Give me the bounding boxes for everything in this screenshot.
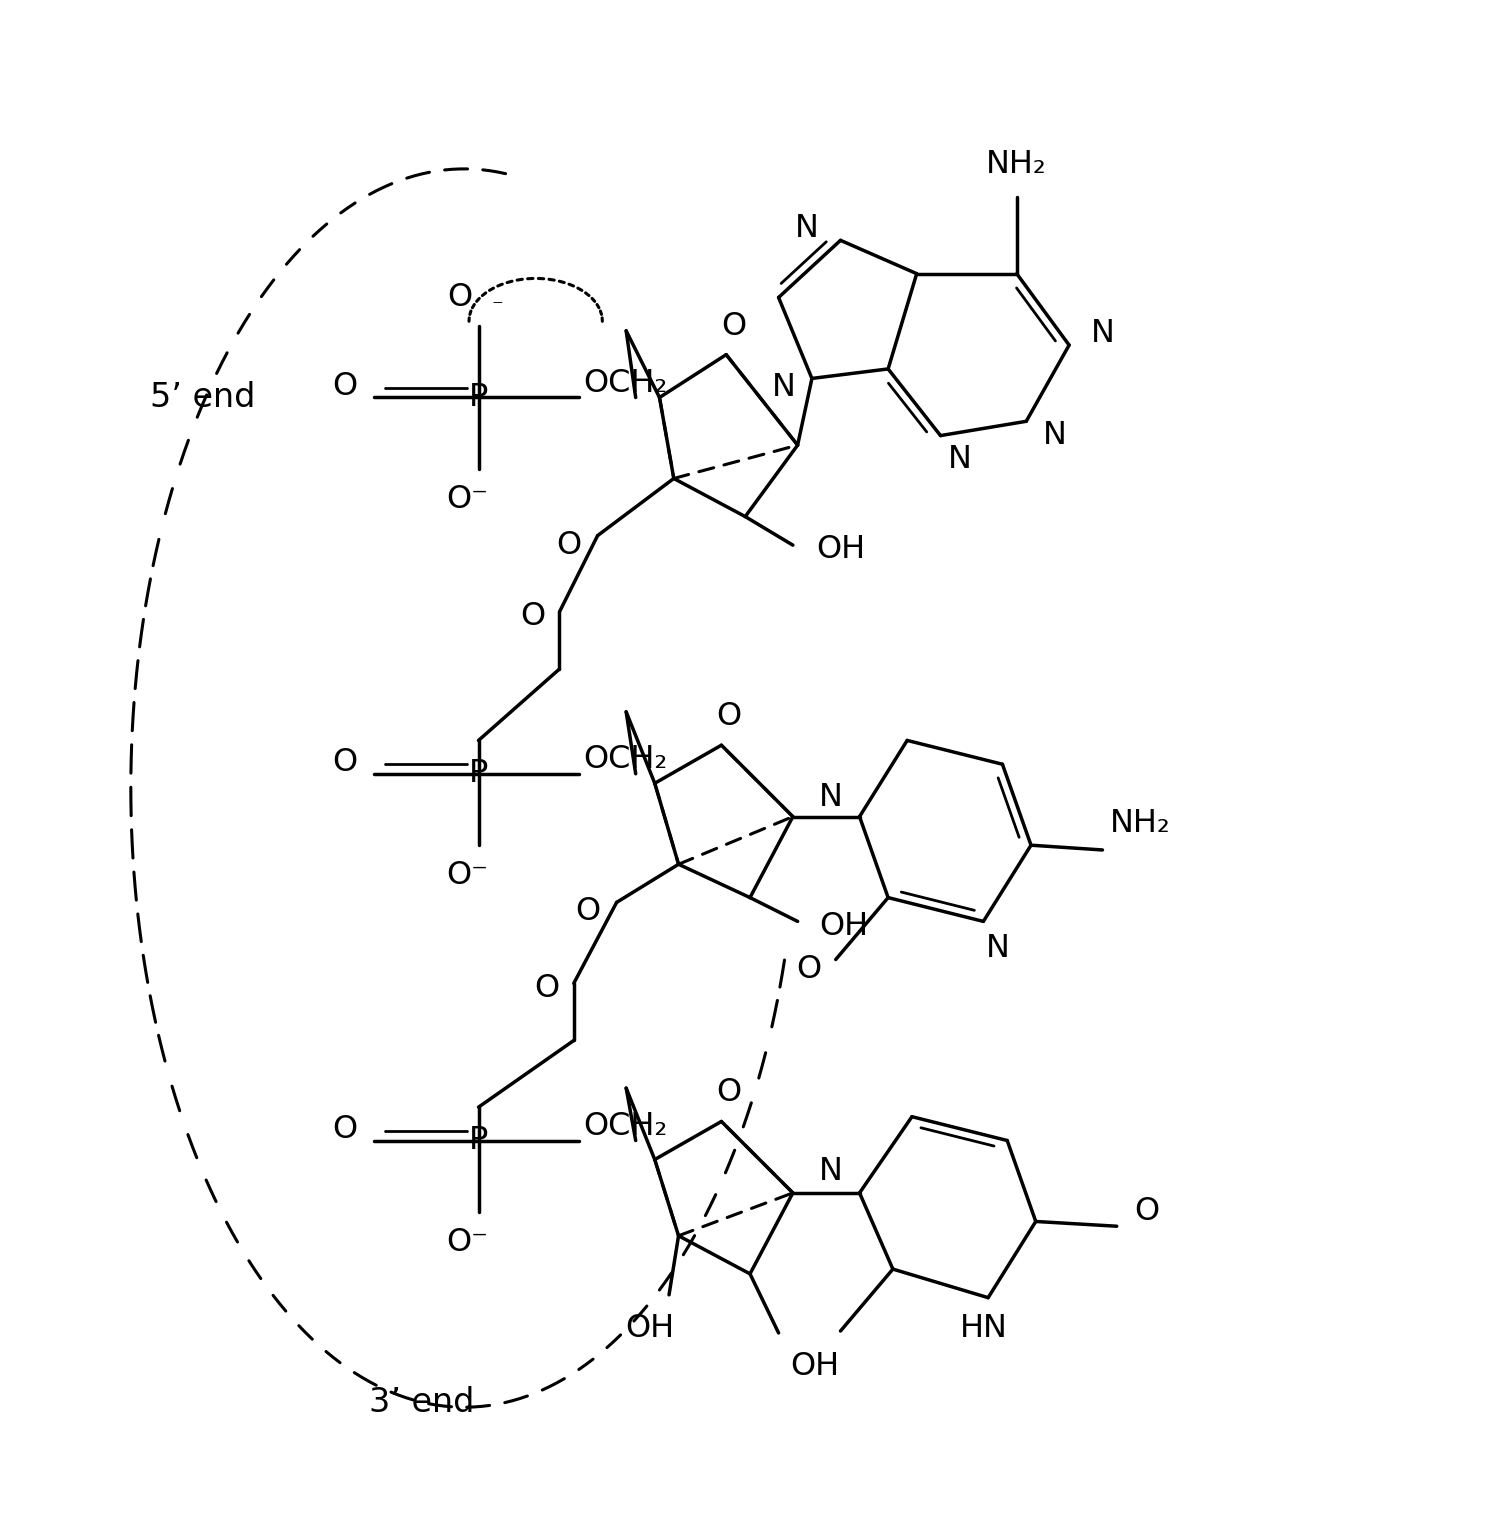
Text: N: N: [986, 932, 1010, 964]
Text: HN: HN: [960, 1312, 1008, 1344]
Text: NH₂: NH₂: [1110, 807, 1172, 838]
Text: N: N: [819, 1157, 843, 1187]
Text: O: O: [717, 701, 741, 732]
Text: P: P: [470, 1124, 488, 1157]
Text: 5’ end: 5’ end: [150, 381, 255, 414]
Text: O⁻: O⁻: [446, 1227, 488, 1258]
Text: OH: OH: [626, 1312, 675, 1344]
Text: OCH₂: OCH₂: [584, 1110, 668, 1141]
Text: N: N: [1042, 420, 1066, 451]
Text: ⁻: ⁻: [492, 297, 504, 317]
Text: N: N: [819, 783, 843, 814]
Text: OH: OH: [819, 910, 868, 941]
Text: OCH₂: OCH₂: [584, 744, 668, 775]
Text: O: O: [520, 601, 546, 632]
Text: N: N: [1090, 318, 1114, 349]
Text: O: O: [796, 954, 822, 984]
Text: O: O: [1134, 1197, 1160, 1227]
Text: NH₂: NH₂: [987, 149, 1047, 180]
Text: O: O: [333, 371, 357, 401]
Text: P: P: [470, 381, 488, 414]
Text: OCH₂: OCH₂: [584, 368, 668, 398]
Text: O: O: [534, 972, 560, 1004]
Text: OH: OH: [790, 1350, 840, 1381]
Text: N: N: [771, 372, 795, 403]
Text: P: P: [470, 758, 488, 789]
Text: O: O: [576, 897, 600, 927]
Text: O: O: [333, 1114, 357, 1144]
Text: N: N: [948, 444, 972, 475]
Text: O: O: [717, 1078, 741, 1109]
Text: O: O: [556, 529, 582, 561]
Text: 3’ end: 3’ end: [369, 1386, 474, 1420]
Text: O⁻: O⁻: [446, 484, 488, 515]
Text: OH: OH: [816, 534, 866, 566]
Text: N: N: [795, 214, 819, 245]
Text: O: O: [333, 747, 357, 778]
Text: O⁻: O⁻: [446, 860, 488, 891]
Text: O: O: [722, 311, 747, 341]
Text: O: O: [447, 281, 472, 312]
